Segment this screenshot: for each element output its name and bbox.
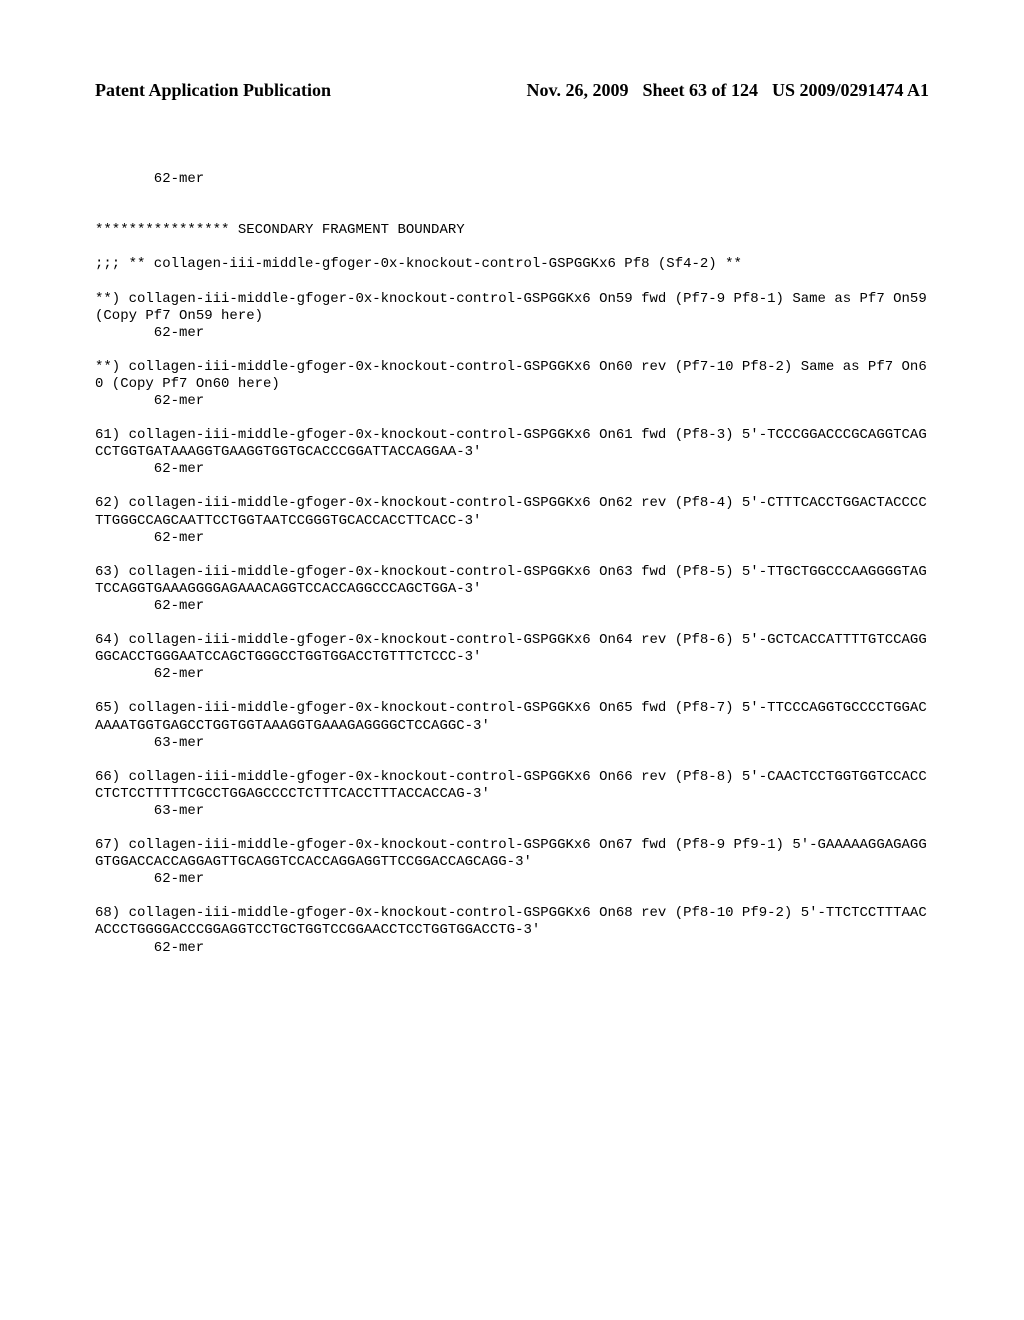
body-line: **) collagen-iii-middle-gfoger-0x-knocko…: [95, 359, 927, 392]
body-line: 63-mer: [154, 803, 204, 819]
body-line: 62-mer: [154, 530, 204, 546]
patent-page: Patent Application Publication Nov. 26, …: [0, 0, 1024, 1320]
body-line: 65) collagen-iii-middle-gfoger-0x-knocko…: [95, 700, 927, 733]
body-line: **) collagen-iii-middle-gfoger-0x-knocko…: [95, 291, 935, 324]
body-line: 62-mer: [154, 171, 204, 187]
body-line: 63-mer: [154, 735, 204, 751]
sheet-number: Sheet 63 of 124: [642, 80, 758, 101]
page-header: Patent Application Publication Nov. 26, …: [95, 80, 929, 101]
body-line: 64) collagen-iii-middle-gfoger-0x-knocko…: [95, 632, 927, 665]
body-line: **************** SECONDARY FRAGMENT BOUN…: [95, 222, 465, 238]
body-line: 68) collagen-iii-middle-gfoger-0x-knocko…: [95, 905, 927, 938]
body-line: 63) collagen-iii-middle-gfoger-0x-knocko…: [95, 564, 927, 597]
sequence-listing-body: 62-mer **************** SECONDARY FRAGME…: [95, 171, 929, 957]
publication-number: US 2009/0291474 A1: [772, 80, 929, 101]
body-line: 61) collagen-iii-middle-gfoger-0x-knocko…: [95, 427, 927, 460]
body-line: 62) collagen-iii-middle-gfoger-0x-knocko…: [95, 495, 927, 528]
publication-date: Nov. 26, 2009: [526, 80, 628, 101]
body-line: 62-mer: [154, 598, 204, 614]
body-line: 62-mer: [154, 461, 204, 477]
header-right-group: Nov. 26, 2009 Sheet 63 of 124 US 2009/02…: [526, 80, 929, 101]
body-line: 62-mer: [154, 871, 204, 887]
body-line: 66) collagen-iii-middle-gfoger-0x-knocko…: [95, 769, 927, 802]
body-line: 62-mer: [154, 666, 204, 682]
body-line: 62-mer: [154, 940, 204, 956]
body-line: 62-mer: [154, 393, 204, 409]
body-line: ;;; ** collagen-iii-middle-gfoger-0x-kno…: [95, 256, 742, 272]
body-line: 62-mer: [154, 325, 204, 341]
publication-title: Patent Application Publication: [95, 80, 331, 101]
body-line: 67) collagen-iii-middle-gfoger-0x-knocko…: [95, 837, 927, 870]
